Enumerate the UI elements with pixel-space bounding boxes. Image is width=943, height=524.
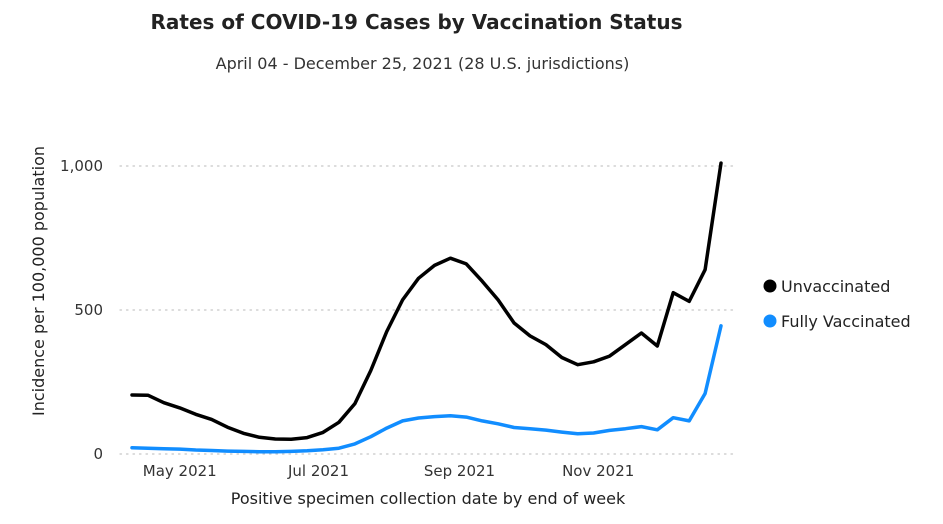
x-tick-label: Sep 2021 <box>424 462 495 480</box>
y-axis-ticks: 0 500 1,000 <box>60 157 103 463</box>
x-axis-label: Positive specimen collection date by end… <box>231 489 626 508</box>
legend-label: Fully Vaccinated <box>781 312 911 331</box>
y-tick-label: 0 <box>93 445 103 463</box>
series-line-fully-vaccinated <box>130 324 723 454</box>
legend-marker <box>763 279 777 293</box>
x-tick-label: Nov 2021 <box>562 462 634 480</box>
legend: Unvaccinated Fully Vaccinated <box>763 277 911 331</box>
chart-title: Rates of COVID-19 Cases by Vaccination S… <box>150 10 683 34</box>
y-tick-label: 1,000 <box>60 157 103 175</box>
chart-subtitle: April 04 - December 25, 2021 (28 U.S. ju… <box>215 54 630 73</box>
x-tick-label: Jul 2021 <box>287 462 349 480</box>
legend-label: Unvaccinated <box>781 277 890 296</box>
x-axis-ticks: May 2021 Jul 2021 Sep 2021 Nov 2021 <box>143 462 635 480</box>
gridlines <box>119 165 736 455</box>
series-lines <box>130 161 723 454</box>
y-tick-label: 500 <box>74 301 103 319</box>
series-line-unvaccinated <box>130 161 723 442</box>
x-tick-label: May 2021 <box>143 462 217 480</box>
y-axis-label: Incidence per 100,000 population <box>29 146 48 416</box>
legend-marker <box>763 314 777 328</box>
